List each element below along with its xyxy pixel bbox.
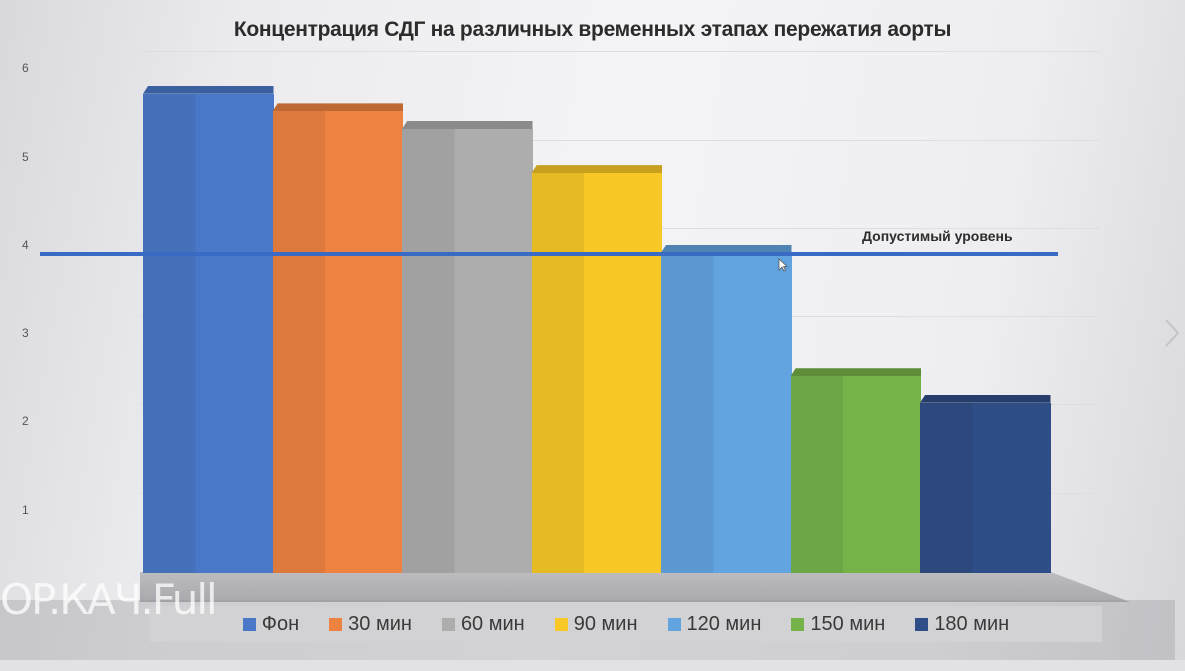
legend-item: 90 мин (554, 612, 638, 636)
bar-180-мин (920, 394, 1051, 573)
bar-face (272, 111, 403, 573)
legend-item: 120 мин (667, 612, 762, 636)
legend-swatch-icon (554, 617, 568, 631)
bar-150-мин (790, 368, 921, 573)
chart-legend: Фон 30 мин 60 мин 90 мин 120 мин 150 мин 180 м… (150, 606, 1102, 642)
gridline (140, 139, 1100, 141)
bar-face (143, 93, 274, 573)
bar-top (272, 103, 403, 112)
bar-top (661, 244, 792, 253)
legend-item: 150 мин (791, 613, 885, 636)
y-tick-label: 5 (22, 149, 29, 164)
slide: Концентрация СДГ на различных временных … (0, 18, 1175, 660)
bar-120-мин (661, 244, 792, 573)
legend-item: 30 мин (329, 613, 412, 636)
y-tick-label: 2 (22, 414, 29, 429)
legend-item: 180 мин (915, 613, 1009, 636)
bar-90-мин (531, 165, 662, 573)
legend-swatch-icon (441, 617, 455, 631)
gridline (140, 51, 1100, 53)
legend-label: 60 мин (460, 612, 525, 635)
next-slide-arrow-icon[interactable] (1163, 318, 1181, 348)
bar-face (531, 173, 662, 573)
chart-title: Концентрация СДГ на различных временных … (233, 18, 952, 41)
legend-swatch-icon (915, 617, 929, 631)
bar-Фон (143, 85, 274, 573)
bar-top (790, 368, 921, 377)
legend-swatch-icon (667, 617, 681, 631)
reference-line-label: Допустимый уровень (862, 227, 1013, 244)
bar-top (402, 121, 533, 129)
bar-top (920, 394, 1051, 403)
legend-label: 90 мин (573, 612, 638, 635)
chart-floor (140, 572, 1130, 602)
legend-label: Фон (261, 612, 300, 635)
bar-face (920, 402, 1051, 573)
legend-swatch-icon (791, 617, 805, 631)
bar-face (790, 376, 921, 573)
legend-item: 60 мин (441, 612, 525, 636)
bottom-strip (0, 660, 1185, 671)
y-tick-label: 1 (22, 502, 29, 517)
reference-line (40, 251, 1058, 256)
legend-label: 180 мин (934, 612, 1010, 635)
watermark: OP.КАЧ.Full (0, 575, 218, 624)
legend-swatch-icon (329, 617, 343, 631)
legend-swatch-icon (242, 617, 256, 631)
bar-30-мин (272, 103, 403, 573)
y-tick-label: 6 (22, 61, 29, 76)
bar-face (402, 129, 533, 573)
legend-label: 150 мин (810, 612, 886, 635)
y-tick-label: 3 (22, 326, 29, 341)
bar-top (143, 85, 274, 94)
bar-top (531, 165, 662, 174)
mouse-cursor-icon (778, 258, 788, 272)
legend-label: 120 мин (686, 612, 762, 635)
legend-label: 30 мин (348, 612, 412, 635)
legend-item: Фон (242, 612, 300, 636)
bar-face (661, 252, 792, 573)
y-tick-label: 4 (22, 237, 29, 252)
bar-60-мин (402, 121, 533, 573)
